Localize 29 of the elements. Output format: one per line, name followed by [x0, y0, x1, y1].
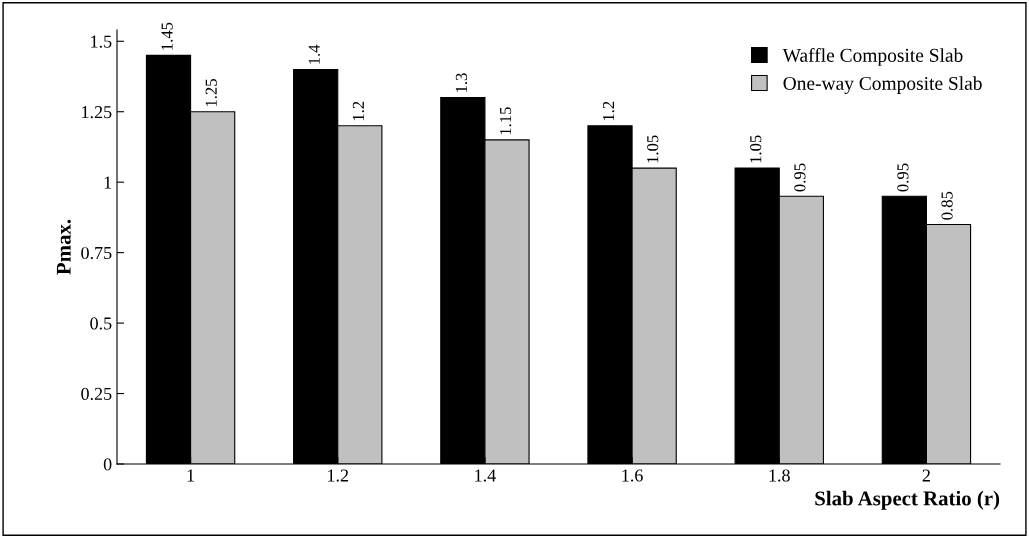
data-label: 1.15 [500, 107, 512, 135]
y-tick-label: 0.25 [81, 387, 112, 401]
y-tick-label: 0 [103, 458, 112, 471]
data-label: 1.25 [205, 79, 217, 107]
data-label: 0.95 [897, 163, 909, 192]
y-tick-label: 0.75 [81, 246, 112, 260]
x-tick-label: 2 [922, 469, 930, 482]
x-tick-label: 1 [187, 469, 195, 482]
data-label: 1.3 [455, 73, 468, 92]
legend-label: One-way Composite Slab [783, 76, 982, 94]
data-label: 1.4 [308, 44, 320, 64]
x-tick-label: 1.4 [475, 469, 496, 482]
data-label: 1.2 [602, 101, 615, 121]
x-tick-label: 1.2 [328, 469, 349, 482]
y-axis-title: Pmax. [56, 219, 71, 275]
y-tick-label: 1 [104, 176, 112, 189]
x-tick-label: 1.8 [769, 469, 790, 482]
x-axis-title: Slab Aspect Ratio (r) [815, 490, 1000, 510]
data-label: 0.85 [941, 191, 953, 220]
y-tick-label: 1.25 [82, 106, 112, 119]
y-tick-label: 0.5 [90, 317, 112, 330]
y-tick-label: 1.5 [91, 35, 112, 48]
data-label: 1.2 [352, 101, 365, 121]
data-label: 0.95 [794, 163, 806, 192]
legend-label: Waffle Composite Slab [782, 48, 963, 66]
data-label: 1.45 [161, 22, 173, 50]
data-label: 1.05 [750, 135, 762, 163]
data-label: 1.05 [647, 135, 659, 163]
x-tick-label: 1.6 [622, 469, 643, 482]
